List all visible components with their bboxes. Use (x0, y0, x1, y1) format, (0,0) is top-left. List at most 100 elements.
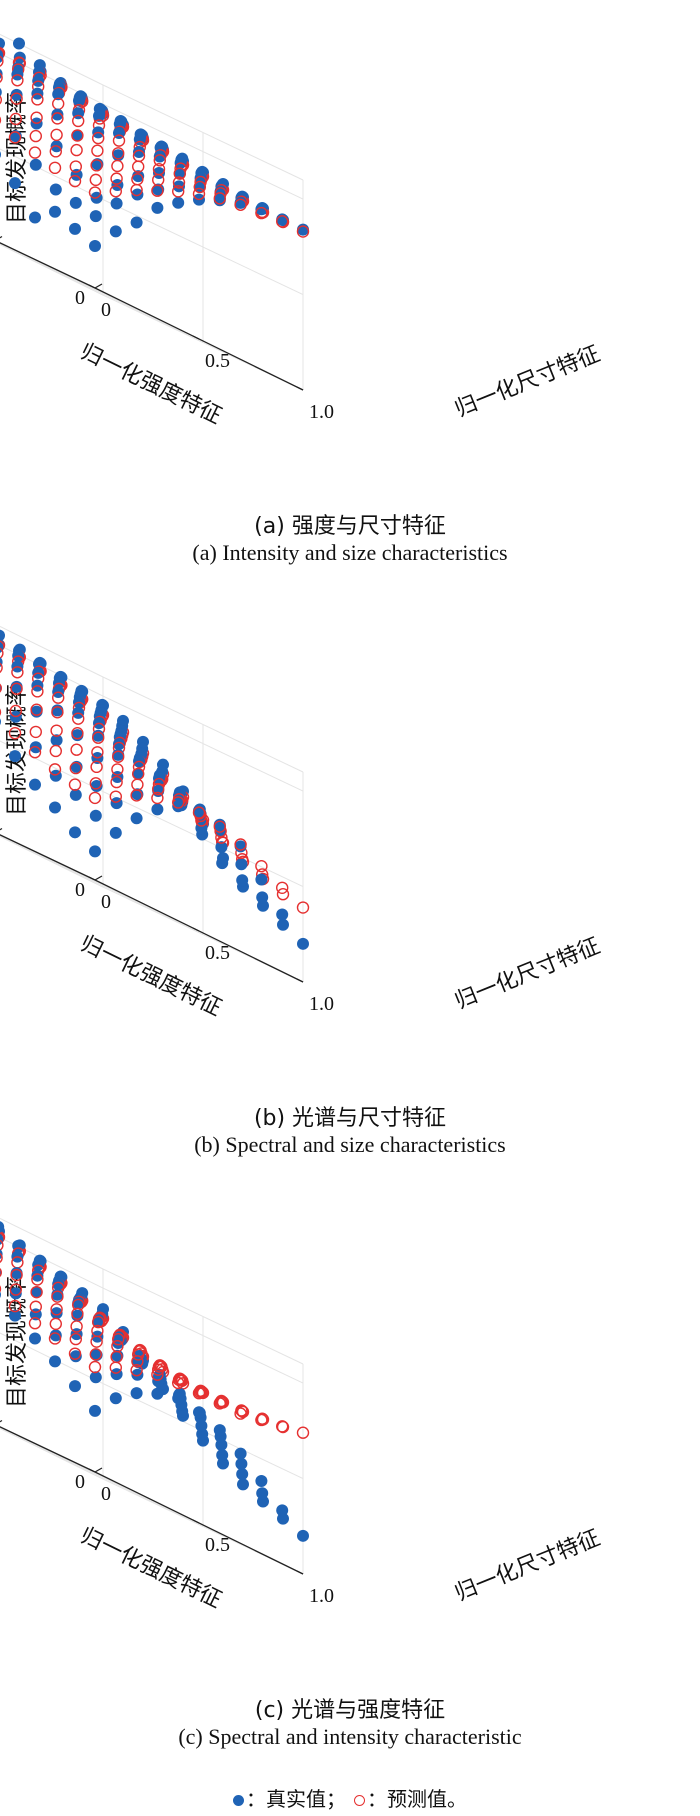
true-value-point (255, 1475, 268, 1488)
predicted-value-point (0, 1252, 3, 1264)
true-value-point (130, 1387, 143, 1400)
predicted-value-point (71, 114, 85, 128)
true-value-point (50, 1307, 63, 1320)
true-value-point (0, 151, 1, 158)
true-value-point (236, 1468, 249, 1481)
true-value-point (237, 1478, 249, 1491)
caption-en-a: (a) Intensity and size characteristics (192, 540, 508, 565)
predicted-value-point (255, 206, 268, 220)
predicted-value-point (255, 1413, 268, 1427)
x-tick (192, 335, 200, 340)
true-value-point (277, 918, 289, 931)
predicted-value-point (89, 173, 103, 187)
caption-cn-a: (a) 强度与尺寸特征 (254, 514, 446, 539)
true-value-point (194, 172, 207, 185)
true-value-point (52, 1277, 65, 1290)
predicted-value-point (0, 662, 3, 673)
predicted-value-point (30, 111, 43, 124)
true-value-point (276, 908, 289, 921)
true-value-point (71, 129, 84, 142)
predicted-value-point (0, 640, 5, 653)
predicted-value-point (0, 48, 5, 61)
axes: 00.51.000.51.000.51目标发现概率归一化强度特征归一化尺寸特征 (0, 1276, 604, 1613)
predicted-value-point (90, 1335, 103, 1348)
true-value-point (69, 1380, 81, 1393)
grid-line (102, 84, 304, 181)
true-value-point (89, 1371, 102, 1384)
predicted-value-point (28, 1317, 42, 1330)
true-value-point (109, 1392, 122, 1405)
grid-lines (0, 625, 304, 983)
true-value-point (92, 1316, 105, 1329)
predicted-value-point (51, 112, 64, 125)
predicted-value-point (0, 683, 2, 693)
true-value-point (113, 738, 125, 751)
predicted-value-point (109, 1361, 123, 1374)
predicted-value-point (130, 789, 143, 802)
predicted-value-point (49, 1317, 62, 1331)
chart-panel-c: 00.51.000.51.000.51目标发现概率归一化强度特征归一化尺寸特征 … (0, 1184, 700, 1764)
true-value-point (50, 734, 63, 747)
true-value-point (69, 826, 81, 839)
grid-line (0, 243, 104, 296)
true-value-point (89, 809, 102, 822)
predicted-value-point (131, 1348, 145, 1361)
grid-line (0, 1427, 104, 1480)
predicted-value-point (153, 154, 167, 167)
true-value-point (10, 88, 23, 101)
predicted-value-point (70, 743, 83, 756)
x-tick (296, 1570, 304, 1575)
predicted-value-point (48, 161, 62, 175)
predicted-value-point (111, 1333, 125, 1346)
grid-line (0, 835, 104, 888)
x-tick-label: 0.5 (205, 1534, 230, 1556)
true-value-point (236, 874, 249, 887)
predicted-value-point (111, 763, 124, 776)
z-axis-label: 目标发现概率 (5, 92, 30, 224)
predicted-value-point (10, 1268, 23, 1282)
predicted-value-point (131, 1355, 144, 1368)
predicted-value-point (109, 185, 123, 198)
predicted-value-point (110, 172, 123, 185)
true-value-point (49, 205, 61, 218)
data-points (0, 37, 310, 252)
x-tick (296, 978, 304, 983)
predicted-value-point (31, 1273, 44, 1286)
x-tick (192, 927, 200, 932)
axes: 00.51.000.51.000.51目标发现概率归一化强度特征归一化尺寸特征 (0, 684, 604, 1021)
predicted-value-point (213, 192, 227, 205)
predicted-value-point (51, 706, 64, 719)
true-value-point (51, 108, 64, 121)
predicted-value-point (0, 116, 2, 124)
true-value-marker (233, 1795, 244, 1806)
predicted-value-point (171, 796, 185, 809)
true-value-point (216, 857, 229, 870)
predicted-value-point (111, 750, 125, 763)
predicted-value-point (296, 1426, 310, 1439)
predicted-value-point (192, 187, 206, 201)
x-tick-label: 1.0 (309, 1585, 334, 1607)
true-value-point (235, 858, 248, 871)
true-value-point (109, 225, 122, 238)
predicted-value-point (91, 131, 105, 145)
true-value-point (109, 826, 122, 839)
predicted-value-point (111, 159, 124, 173)
grid-line (0, 625, 104, 678)
true-value-point (31, 1269, 44, 1282)
predicted-value-point (11, 74, 24, 87)
true-value-point (73, 94, 85, 107)
true-value-point (297, 937, 309, 950)
predicted-value-point (131, 160, 145, 173)
true-value-point (131, 188, 144, 201)
chart-panel-b: 00.51.000.51.000.51目标发现概率归一化强度特征归一化尺寸特征 … (0, 592, 700, 1172)
true-value-point (215, 841, 228, 854)
predicted-value-point (8, 131, 22, 144)
y-axis-label: 归一化强度特征 (76, 1523, 225, 1613)
predicted-value-point (71, 727, 84, 740)
predicted-value-point (171, 185, 185, 198)
predicted-value-point (151, 1368, 164, 1381)
grid-lines (0, 33, 304, 391)
true-value-point (133, 146, 145, 159)
predicted-value-point (69, 1332, 83, 1346)
true-value-point (172, 1392, 185, 1405)
